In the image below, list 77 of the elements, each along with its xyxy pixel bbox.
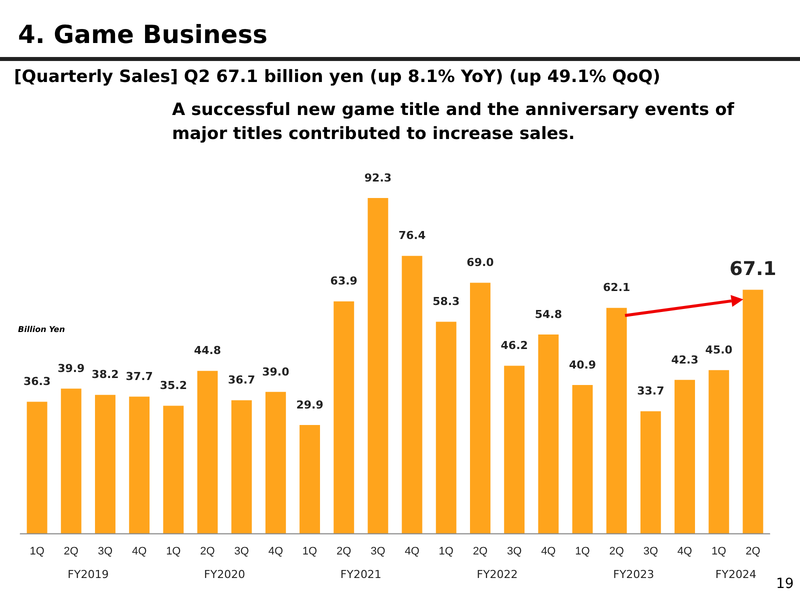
data-label: 39.0 — [262, 365, 290, 378]
text: FY2024 — [715, 568, 756, 581]
data-label: 35.2 — [160, 379, 187, 392]
data-label: 33.7 — [637, 384, 664, 398]
chart-subtitle: [Quarterly Sales] Q2 67.1 billion yen (up 8.1% YoY) (up 49.1% QoQ) — [14, 67, 660, 87]
bar — [470, 282, 490, 534]
data-label: 36.7 — [228, 374, 256, 387]
data-label: 44.8 — [194, 344, 222, 358]
bar — [436, 322, 456, 534]
x-tick-label: 4Q — [677, 545, 693, 558]
data-label: 39.9 — [58, 362, 85, 376]
bar — [674, 380, 695, 534]
chart-title: 4. Game Business — [18, 20, 268, 49]
x-tick-label: 4Q — [541, 545, 556, 558]
data-label: 40.9 — [568, 358, 596, 372]
bar — [606, 308, 627, 534]
bar — [504, 366, 525, 534]
bar — [265, 392, 286, 534]
data-label: 67.1 — [730, 258, 776, 280]
x-tick-label: 3Q — [234, 545, 250, 558]
x-tick-label: 1Q — [575, 545, 590, 558]
x-tick-label: 4Q — [132, 545, 148, 558]
x-tick-label: 4Q — [404, 545, 420, 558]
bar — [231, 400, 252, 534]
bar — [708, 370, 730, 534]
bar — [368, 198, 388, 534]
bar — [538, 334, 559, 534]
bar — [26, 402, 48, 534]
bar — [334, 301, 354, 534]
bar — [402, 256, 422, 534]
x-tick-label: 2Q — [336, 545, 352, 558]
x-tick-label: 3Q — [98, 545, 113, 558]
text: FY2022 — [476, 568, 518, 581]
data-label: 46.2 — [500, 339, 528, 352]
data-label: 37.7 — [126, 370, 153, 384]
x-tick-label: 1Q — [30, 545, 45, 558]
x-tick-label: 2Q — [746, 545, 761, 558]
data-label: 62.1 — [603, 281, 630, 294]
x-tick-label: 2Q — [200, 545, 216, 558]
bar — [95, 394, 116, 534]
data-label: 58.3 — [432, 295, 460, 308]
data-label: 76.4 — [398, 229, 426, 242]
data-label: 63.9 — [330, 274, 358, 288]
data-label: 36.3 — [23, 375, 51, 388]
x-tick-label: 3Q — [643, 545, 658, 558]
bar — [129, 396, 150, 534]
bar — [300, 425, 320, 534]
y-axis-title: Billion Yen — [18, 325, 65, 334]
x-tick-label: 2Q — [472, 545, 488, 558]
data-label: 42.3 — [671, 353, 698, 366]
text: FY2019 — [68, 568, 109, 581]
text: A successful new game title and the anniversary events of major titles contributed to increase sales. — [172, 99, 736, 146]
x-tick-label: 2Q — [64, 545, 79, 558]
bar — [60, 388, 82, 534]
bar — [742, 290, 764, 534]
x-tick-label: 1Q — [166, 545, 182, 558]
text: FY2020 — [204, 568, 246, 581]
data-label: 45.0 — [705, 343, 733, 356]
data-label: 69.0 — [466, 256, 494, 270]
x-tick-label: 1Q — [712, 545, 727, 558]
text: FY2021 — [340, 568, 382, 581]
data-label: 38.2 — [92, 368, 119, 382]
data-label: 54.8 — [534, 308, 562, 321]
x-tick-label: 2Q — [609, 545, 624, 558]
x-tick-label: 1Q — [438, 545, 454, 558]
x-tick-label: 3Q — [370, 545, 386, 558]
data-label: 92.3 — [364, 171, 392, 184]
x-tick-label: 3Q — [506, 545, 522, 558]
text: 19 — [776, 576, 794, 592]
data-label: 29.9 — [296, 398, 324, 412]
bar — [640, 411, 661, 534]
bar — [163, 406, 184, 534]
x-tick-label: 4Q — [268, 545, 284, 558]
bar — [572, 385, 593, 534]
x-tick-label: 1Q — [302, 545, 318, 558]
text: FY2023 — [613, 568, 654, 581]
bar — [197, 370, 218, 534]
